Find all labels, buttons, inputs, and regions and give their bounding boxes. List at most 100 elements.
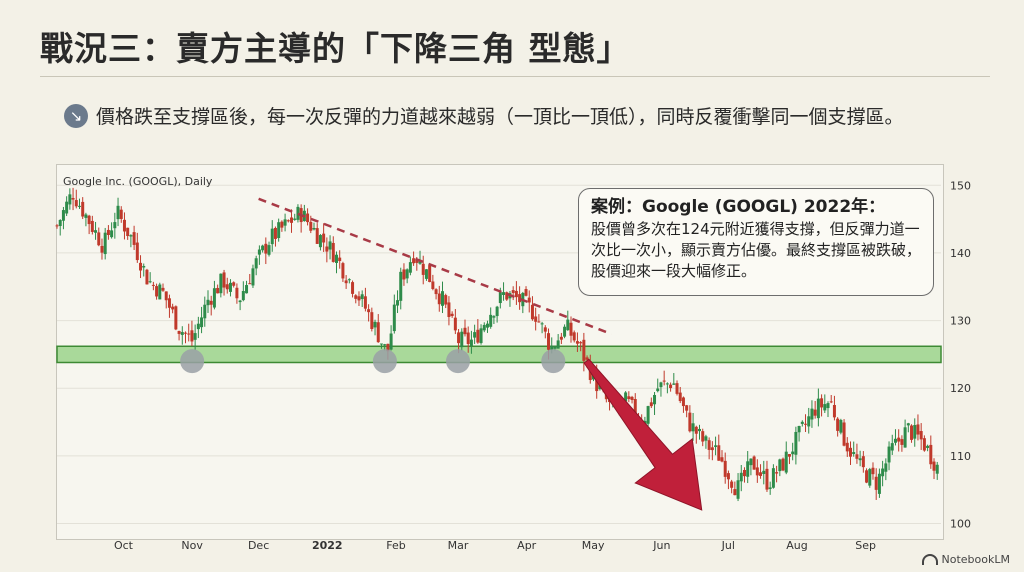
notebooklm-logo-icon (921, 554, 938, 565)
candle-body (633, 399, 637, 418)
support-touch-marker (372, 349, 397, 374)
candle-body (293, 218, 297, 220)
x-tick-label: Jun (652, 539, 670, 552)
candle-body (804, 423, 808, 425)
candle-body (286, 220, 290, 222)
candle-body (331, 242, 335, 262)
candle-body (65, 201, 69, 214)
candle-body (759, 472, 763, 476)
callout-body: 股價曾多次在124元附近獲得支撐，但反彈力道一次比一次小，顯示賣方佔優。最終支撐… (591, 220, 922, 280)
candle-body (765, 468, 769, 490)
candle-body (334, 254, 338, 263)
candle-body (254, 258, 258, 269)
descending-resistance-line (258, 197, 613, 336)
candle-body (424, 269, 428, 279)
candle-body (235, 287, 239, 299)
candle-body (900, 439, 904, 445)
candle-body (309, 221, 313, 231)
candle-body (450, 313, 454, 316)
candle-body (922, 438, 926, 451)
candle-body (842, 422, 846, 446)
candle-body (890, 443, 894, 451)
bullet-text: 價格跌至支撐區後，每一次反彈的力道越來越弱（一頂比一頂低），同時反覆衝擊同一個支… (96, 106, 904, 128)
candle-body (563, 326, 567, 337)
candle-body (209, 300, 213, 305)
candle-body (389, 333, 393, 350)
candle-body (344, 280, 348, 284)
candle-body (58, 220, 62, 227)
candle-body (784, 451, 788, 473)
candle-body (367, 309, 371, 313)
candle-body (370, 312, 374, 329)
candle-body (720, 457, 724, 462)
candle-body (871, 467, 875, 475)
candle-body (726, 473, 730, 480)
candle-body (836, 418, 840, 431)
candle-body (810, 408, 814, 420)
candle-body (691, 423, 695, 432)
candle-body (126, 227, 130, 237)
candle-body (97, 232, 101, 246)
y-tick-label: 150 (950, 179, 971, 192)
candle-body (196, 323, 200, 330)
candle-body (463, 327, 467, 335)
candle-body (861, 456, 865, 468)
candle-body (90, 220, 94, 232)
candle-body (778, 459, 782, 472)
candle-body (646, 406, 650, 424)
candle-body (877, 473, 881, 494)
candle-body (434, 289, 438, 295)
candle-body (839, 419, 843, 433)
candle-body (749, 458, 753, 466)
candle-body (893, 438, 897, 443)
candle-body (865, 470, 869, 483)
candle-body (906, 423, 910, 426)
candle-body (791, 451, 795, 455)
candle-body (396, 300, 400, 306)
x-tick-label: Oct (114, 539, 134, 552)
candle-body (187, 333, 191, 335)
candle-body (232, 282, 236, 286)
candle-body (669, 384, 673, 389)
candle-body (787, 454, 791, 457)
candle-body (511, 290, 515, 293)
candle-body (874, 476, 878, 490)
candle-body (540, 323, 544, 325)
candle-body (755, 467, 759, 476)
candle-body (139, 262, 143, 271)
candle-body (537, 321, 541, 323)
candle-body (559, 336, 563, 340)
candle-body (832, 404, 836, 418)
candle-body (94, 230, 98, 233)
candle-body (502, 292, 506, 295)
candle-body (884, 463, 888, 472)
candle-body (177, 330, 181, 334)
candle-body (212, 288, 216, 308)
candle-body (379, 343, 383, 345)
candle-body (206, 299, 210, 306)
candle-body (662, 380, 666, 382)
candle-body (277, 222, 281, 239)
candle-body (200, 317, 204, 328)
candle-body (887, 446, 891, 463)
candle-body (155, 286, 159, 297)
candle-body (184, 332, 188, 334)
candle-body (306, 213, 310, 223)
support-touch-marker (541, 349, 566, 374)
candle-body (322, 233, 326, 243)
candle-body (415, 259, 419, 263)
candle-body (739, 472, 743, 482)
candle-body (290, 217, 294, 223)
candle-body (881, 468, 885, 477)
candle-body (466, 332, 470, 344)
candle-body (688, 412, 692, 432)
support-touch-marker (446, 349, 471, 374)
candle-body (383, 344, 387, 346)
candle-body (569, 322, 573, 336)
candle-body (190, 330, 194, 342)
x-tick-label: May (582, 539, 605, 552)
candle-body (328, 241, 332, 250)
candle-body (437, 293, 441, 305)
candle-body (855, 454, 859, 459)
candle-body (572, 332, 576, 341)
